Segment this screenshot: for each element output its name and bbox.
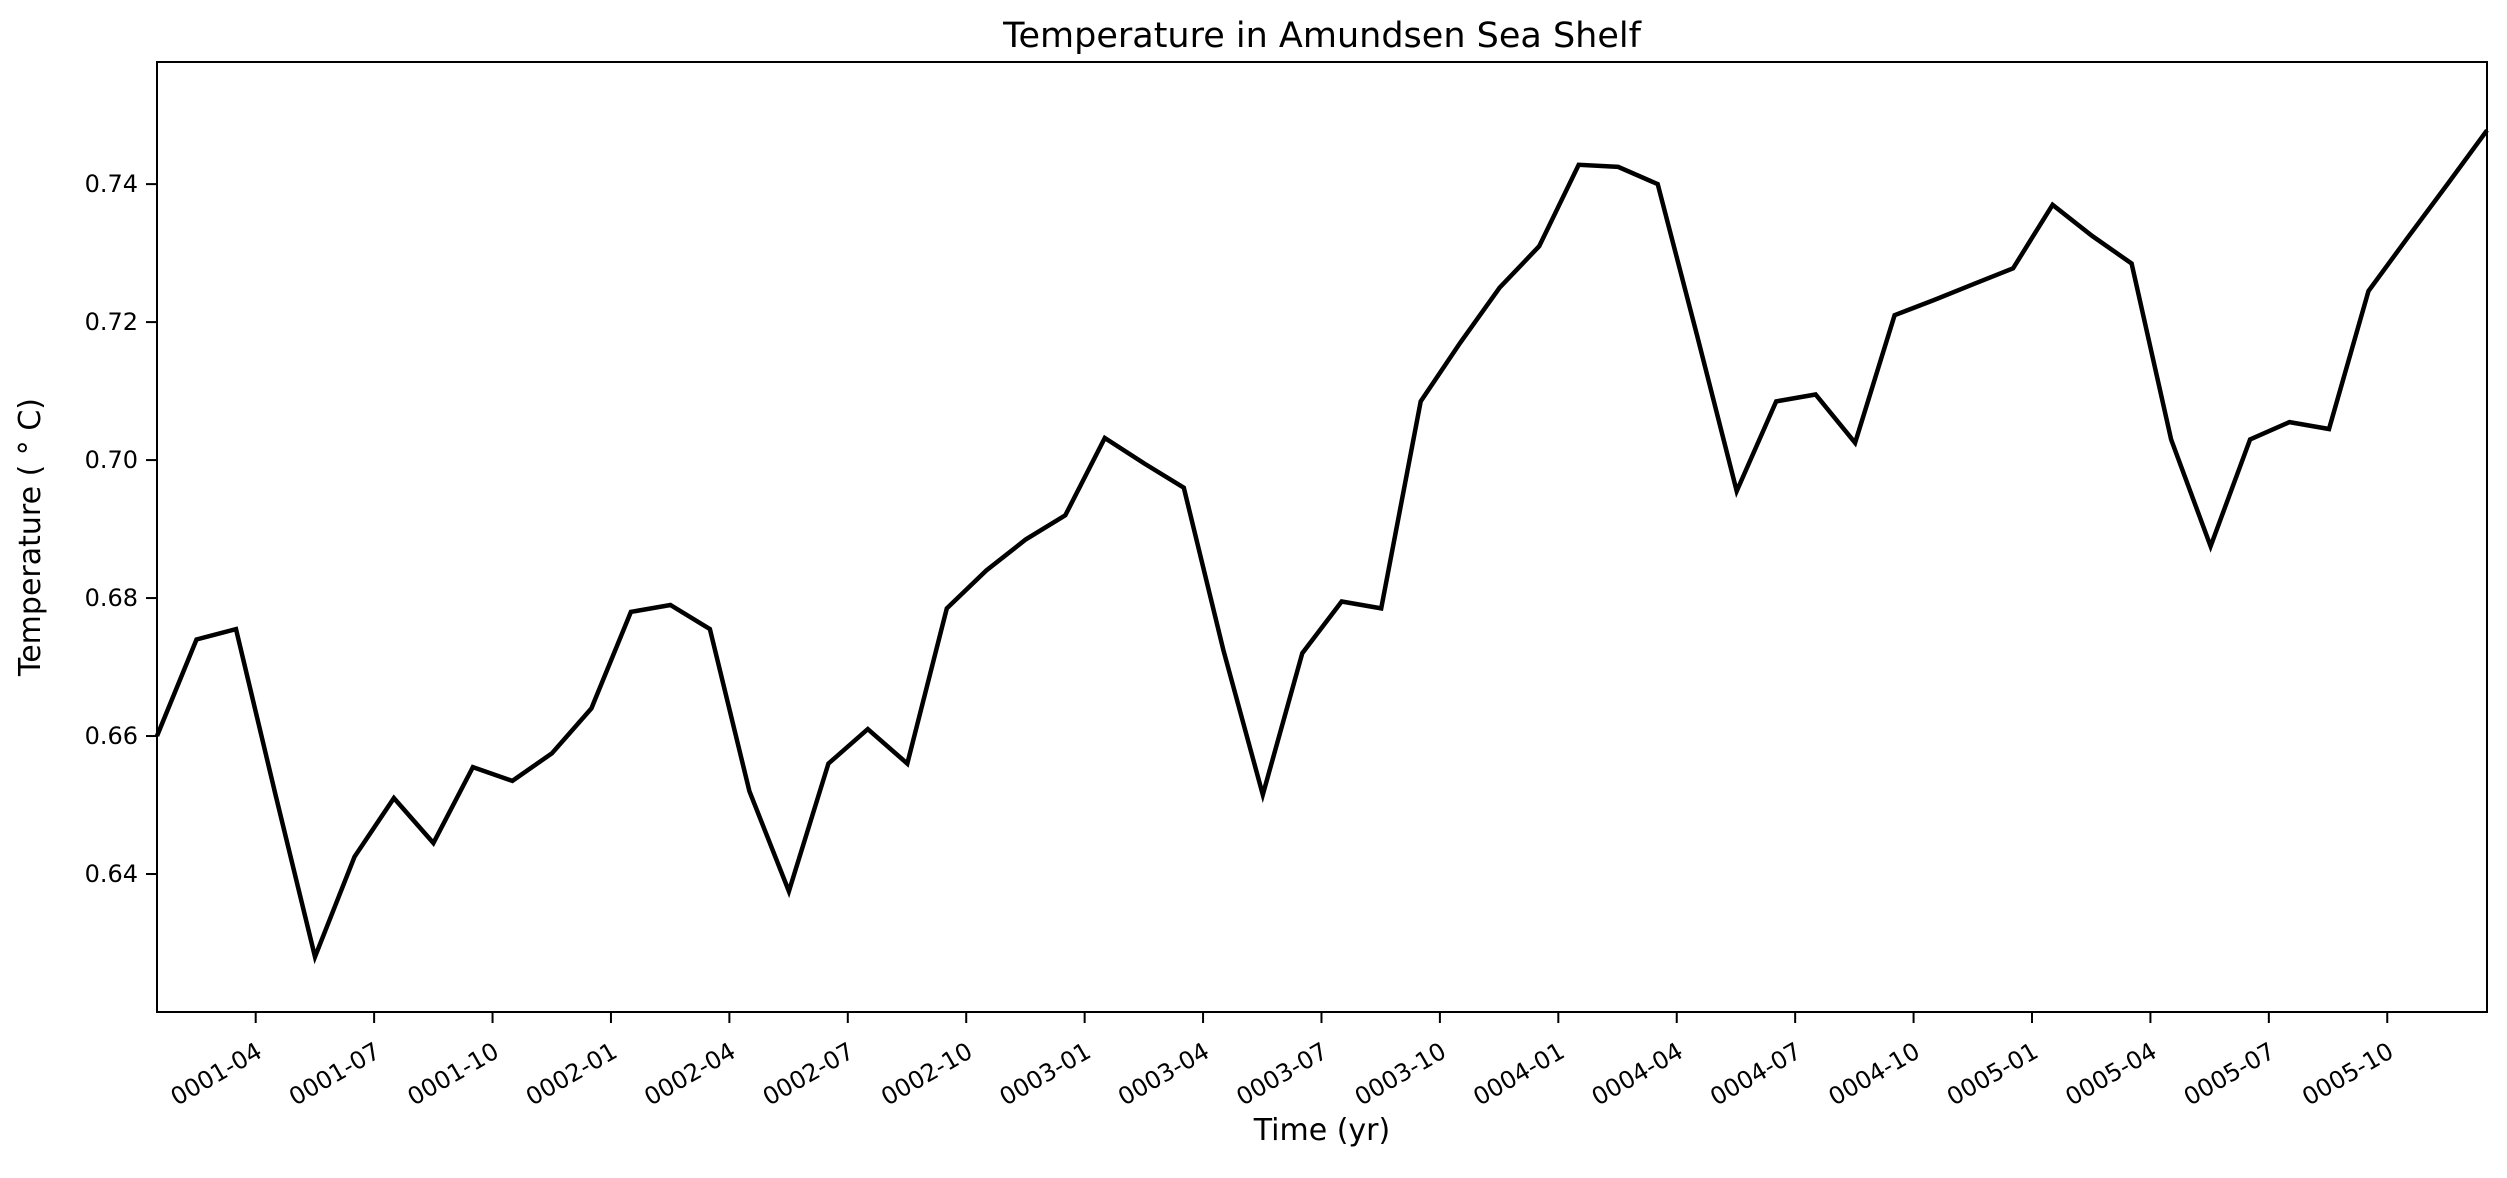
x-tick-label: 0002-10 xyxy=(876,1037,977,1111)
y-tick-label: 0.74 xyxy=(85,170,138,198)
x-tick-label: 0001-10 xyxy=(403,1037,504,1111)
x-tick-label: 0005-04 xyxy=(2061,1037,2162,1111)
x-tick-label: 0001-07 xyxy=(284,1037,385,1111)
x-tick-label: 0002-07 xyxy=(758,1037,859,1111)
x-tick-label: 0003-04 xyxy=(1113,1037,1214,1111)
chart-title: Temperature in Amundsen Sea Shelf xyxy=(1002,16,1642,56)
y-tick-label: 0.68 xyxy=(85,584,138,612)
x-tick-label: 0004-01 xyxy=(1468,1037,1569,1111)
x-tick-label: 0005-01 xyxy=(1942,1037,2043,1111)
y-axis-label: Temperature ( ° C) xyxy=(13,398,48,677)
x-tick-label: 0005-10 xyxy=(2297,1037,2398,1111)
x-tick-label: 0003-07 xyxy=(1232,1037,1333,1111)
temperature-line xyxy=(154,128,2489,965)
x-tick-label: 0004-04 xyxy=(1587,1037,1688,1111)
y-tick-label: 0.64 xyxy=(85,860,138,888)
x-tick-label: 0001-04 xyxy=(166,1037,267,1111)
y-tick-label: 0.72 xyxy=(85,308,138,336)
y-tick-label: 0.66 xyxy=(85,722,138,750)
plot-frame xyxy=(156,61,2488,1013)
x-tick-label: 0003-01 xyxy=(995,1037,1096,1111)
x-tick-label: 0004-07 xyxy=(1705,1037,1806,1111)
x-tick-label: 0002-04 xyxy=(640,1037,741,1111)
x-tick-label: 0003-10 xyxy=(1350,1037,1451,1111)
x-tick-label: 0004-10 xyxy=(1824,1037,1925,1111)
y-tick-label: 0.70 xyxy=(85,446,138,474)
x-tick-label: 0002-01 xyxy=(521,1037,622,1111)
x-tick-label: 0005-07 xyxy=(2179,1037,2280,1111)
x-axis-label: Time (yr) xyxy=(1253,1113,1390,1148)
